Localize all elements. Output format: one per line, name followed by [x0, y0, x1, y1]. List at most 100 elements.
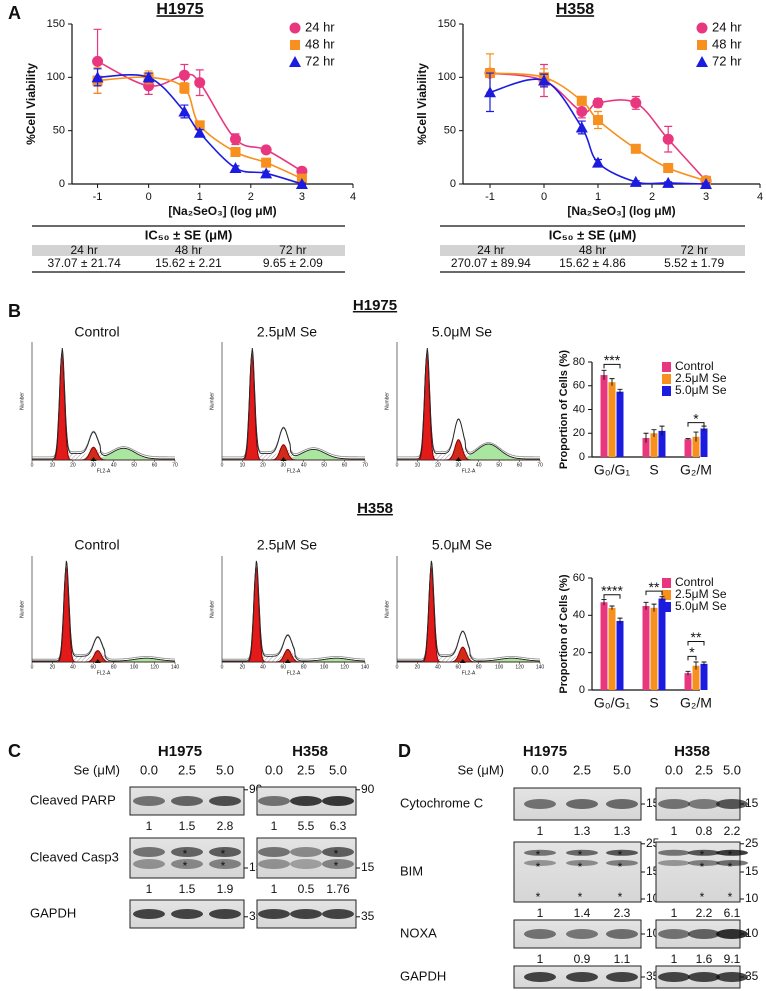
x-tick-label: 0 [31, 462, 34, 468]
x-tick-label: 10 [240, 462, 246, 468]
marker [484, 86, 496, 98]
significance-label: * [689, 644, 695, 660]
marker [696, 56, 708, 67]
error-bar [643, 601, 649, 610]
quantification: 6.1 [724, 906, 741, 920]
band-mark: * [536, 860, 541, 874]
marker [230, 147, 241, 157]
x-tick-label: 60 [517, 462, 523, 468]
band [258, 847, 290, 857]
blot-box [129, 837, 245, 879]
x-tick-label: 60 [152, 462, 158, 468]
table-header-band [440, 245, 745, 256]
band [171, 796, 203, 806]
error-bar [693, 431, 699, 442]
x-tick-label: 40 [301, 462, 307, 468]
y-axis-label: %Cell Viability [24, 63, 38, 145]
quantification: 1 [671, 906, 678, 920]
quantification: 2.3 [614, 906, 631, 920]
y-axis-label: Number [384, 392, 390, 410]
band [322, 909, 354, 919]
legend-label: 48 hr [305, 36, 335, 51]
x-tick-label: S [649, 462, 658, 478]
legend-label: 24 hr [305, 19, 335, 34]
marker [194, 120, 205, 131]
error-bar [617, 617, 623, 624]
bar [642, 606, 650, 690]
x-axis-label: [Na₂SeO₃] (log μM) [567, 204, 675, 218]
x-axis-label: FL2-A [462, 468, 476, 474]
table-header: 24 hr [477, 243, 504, 257]
x-tick-label: 140 [536, 664, 545, 670]
error-bar [643, 432, 649, 443]
mw-label: 25 [745, 836, 759, 850]
quantification: 1 [537, 824, 544, 838]
x-tick-label: 20 [435, 462, 441, 468]
marker [289, 22, 301, 34]
error-bar [617, 388, 623, 395]
x-tick-label: G₂/M [680, 695, 712, 711]
error-bar [685, 670, 691, 676]
legend-label: 48 hr [712, 36, 742, 51]
dose-label: 0.0 [531, 762, 549, 777]
band-mark: * [536, 848, 541, 862]
x-tick-label: 4 [757, 191, 763, 203]
x-tick-label: 40 [476, 462, 482, 468]
x-tick-label: 60 [456, 664, 462, 670]
band [688, 929, 720, 939]
band [658, 799, 690, 809]
band [716, 972, 748, 982]
x-tick-label: 50 [321, 462, 327, 468]
y-tick-label: 0 [59, 178, 65, 190]
bar [616, 391, 624, 457]
band [688, 972, 720, 982]
dose-label: 5.0 [723, 762, 741, 777]
mw-label: 15 [361, 860, 375, 874]
bar [700, 663, 708, 690]
band [606, 860, 638, 866]
band [688, 860, 720, 866]
band-mark: * [700, 860, 705, 874]
error-bar [659, 425, 665, 436]
row-label: GAPDH [400, 968, 446, 983]
mw-label: 35 [745, 969, 759, 983]
band [209, 909, 241, 919]
x-tick-label: G₀/G₁ [594, 462, 630, 478]
legend-label: 72 hr [712, 53, 742, 68]
marker [662, 133, 674, 145]
band [322, 796, 354, 806]
blot-box [256, 837, 357, 879]
band [258, 796, 290, 806]
quantification: 1.1 [614, 952, 631, 966]
y-tick-label: 20 [573, 427, 585, 439]
error-bar [651, 429, 657, 437]
band [606, 972, 638, 982]
quantification: 9.1 [724, 952, 741, 966]
x-tick-label: 40 [70, 664, 76, 670]
x-tick-label: 140 [171, 664, 180, 670]
y-tick-label: 50 [53, 125, 65, 137]
band [322, 859, 354, 869]
fit-curve [489, 78, 707, 185]
cell-line-title: H358 [674, 743, 710, 760]
marker [697, 40, 707, 50]
cell-line-title: H1975 [523, 743, 567, 760]
hist-g1 [397, 566, 540, 663]
y-axis-label: Proportion of Cells (%) [558, 350, 570, 470]
cell-line-title: H1975 [158, 743, 202, 760]
significance-label: * [693, 410, 699, 426]
bar [700, 428, 708, 457]
x-tick-label: 20 [260, 462, 266, 468]
hist-g1 [32, 354, 175, 461]
marker [630, 143, 641, 154]
quantification: 1.76 [326, 882, 350, 896]
marker [260, 144, 272, 156]
quantification: 1 [271, 882, 278, 896]
dose-label: 5.0 [216, 762, 234, 777]
x-tick-label: 30 [91, 462, 97, 468]
marker [662, 176, 675, 188]
band [606, 799, 638, 809]
mw-label: 35 [361, 909, 375, 923]
quantification: 0.5 [298, 882, 315, 896]
gate-marker [94, 659, 101, 663]
